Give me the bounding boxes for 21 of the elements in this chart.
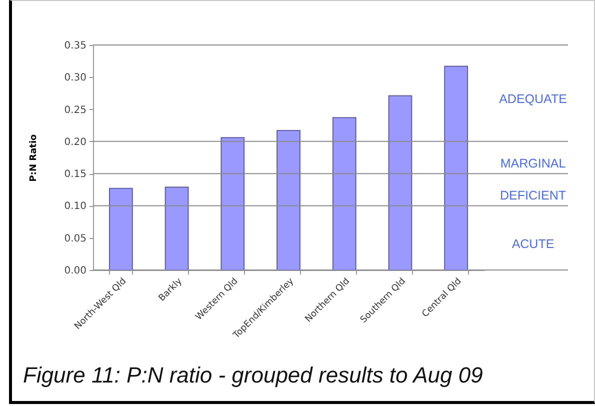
y-tick-label: 0.20 bbox=[64, 136, 86, 148]
bar bbox=[164, 186, 189, 270]
text: DEFICIENT bbox=[500, 188, 566, 203]
bar bbox=[332, 117, 356, 270]
y-tick-label: 0.05 bbox=[64, 233, 86, 244]
text: Figure 11: P:N ratio - grouped results to Aug 09 bbox=[23, 362, 483, 388]
y-tick-label: 0.35 bbox=[64, 40, 86, 52]
text: ACUTE bbox=[512, 236, 554, 251]
bar bbox=[220, 137, 245, 270]
y-tick-label: 0.10 bbox=[64, 201, 86, 212]
bar bbox=[108, 188, 133, 270]
y-axis-title: P:N Ratio bbox=[29, 134, 40, 182]
bar bbox=[276, 130, 300, 270]
y-tick-label: 0.30 bbox=[64, 72, 86, 84]
bar bbox=[444, 66, 468, 270]
bar bbox=[388, 95, 412, 270]
text: MARGINAL bbox=[500, 156, 566, 170]
text: ADEQUATE bbox=[499, 92, 567, 106]
y-tick-label: 0.15 bbox=[64, 169, 86, 180]
y-tick-label: 0.00 bbox=[64, 266, 86, 276]
y-tick-label: 0.25 bbox=[64, 104, 86, 116]
